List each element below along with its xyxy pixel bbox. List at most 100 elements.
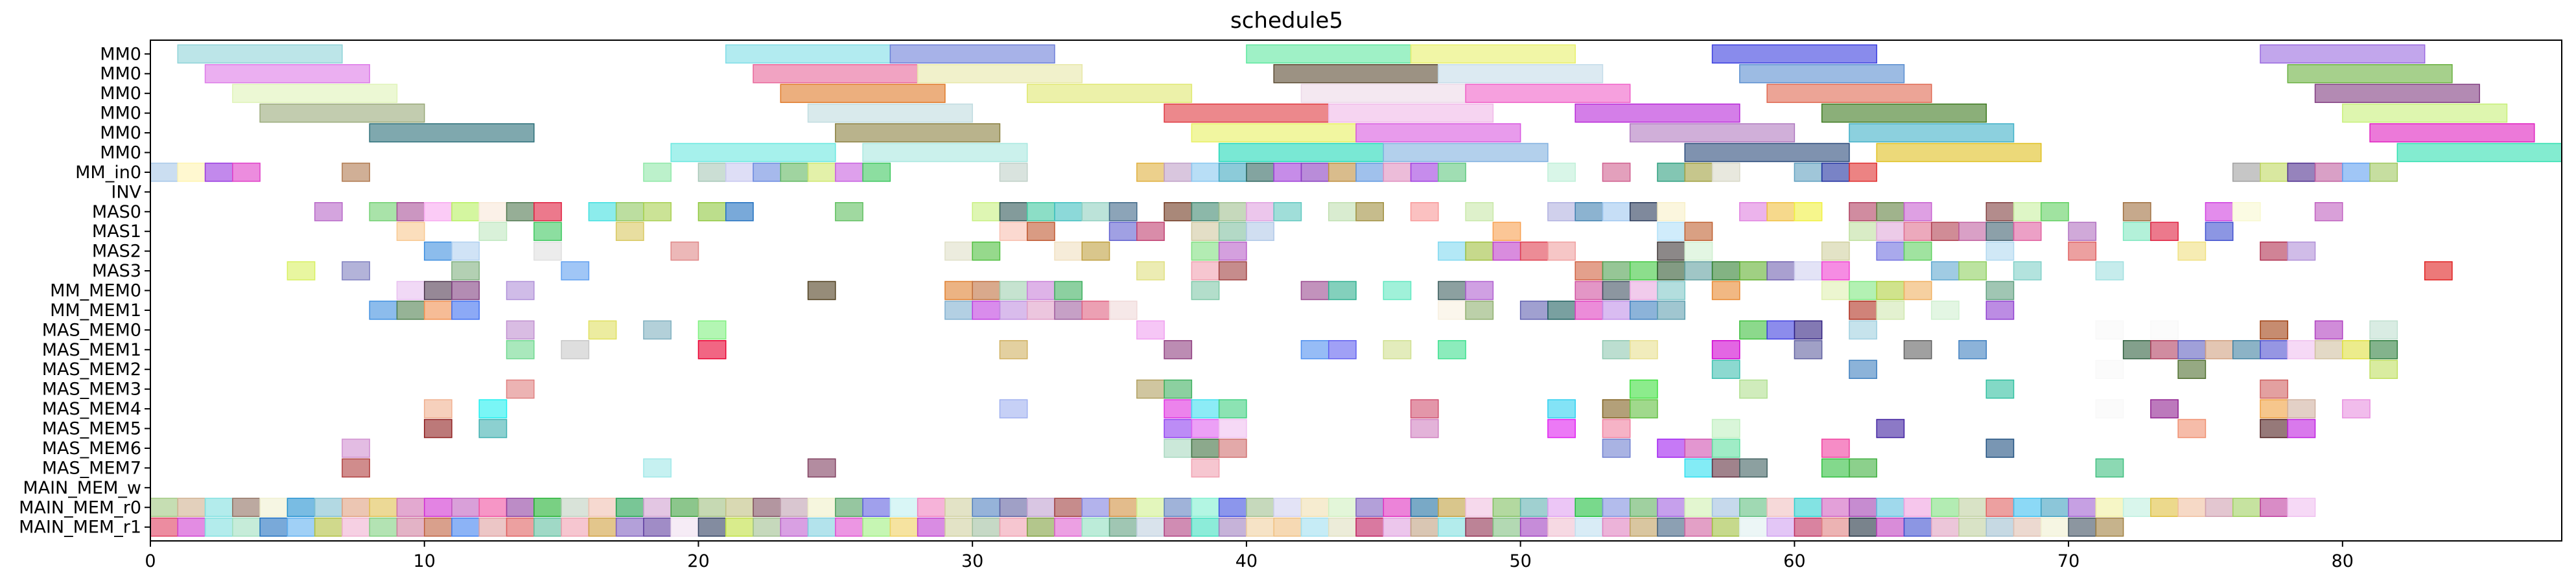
task-bar [314,497,343,518]
task-bar [1711,44,1877,64]
task-bar [1985,280,2015,301]
task-bar [1355,123,1521,143]
task-bar [2041,517,2069,537]
task-bar [2260,44,2426,64]
task-bar [1821,241,1850,261]
task-bar [2205,497,2234,518]
task-bar [2177,497,2207,518]
task-bar [807,458,836,478]
task-bar [1492,497,1521,518]
task-bar [1602,301,1631,320]
task-bar [1876,280,1905,301]
task-bar [1465,497,1494,518]
task-bar [1164,340,1193,360]
task-bar [259,103,425,123]
y-tick-label: MAIN_MEM_r0 [19,497,141,518]
task-bar [2232,497,2261,518]
task-bar [314,202,343,222]
task-bar [1191,163,1220,182]
task-bar [2369,123,2535,143]
task-bar [1739,202,1768,222]
task-bar [1629,301,1658,320]
task-bar [999,280,1028,301]
task-bar [1438,301,1466,320]
task-bar [1684,517,1713,537]
task-bar [670,497,699,518]
x-tick-label: 20 [687,551,709,571]
task-bar [1410,399,1439,418]
task-bar [2260,163,2289,182]
task-bar [1684,143,1850,163]
y-tick-label: MM0 [100,123,141,143]
task-bar [1602,261,1631,280]
task-bar [835,202,863,222]
task-bar [1903,280,1932,301]
task-bar [1218,439,1247,458]
task-bar [1246,202,1274,222]
task-bar [697,517,727,537]
task-bar [1547,202,1576,222]
task-bar [1903,241,1932,261]
task-bar [1849,163,1877,182]
task-bar [506,202,535,222]
task-bar [1849,280,1877,301]
task-bar [1876,143,2042,163]
task-bar [807,517,836,537]
task-bar [1164,103,1329,123]
task-bar [1657,439,1686,458]
task-bar [807,163,836,182]
task-bar [1218,261,1247,280]
task-bar [1711,458,1740,478]
task-bar [1164,163,1193,182]
task-bar [2260,241,2289,261]
task-bar [999,517,1028,537]
task-bar [1026,222,1055,241]
task-bar [1794,320,1823,340]
task-bar [451,517,480,537]
task-bar [2232,202,2261,222]
task-bar [1164,439,1193,458]
task-bar [1766,320,1796,340]
task-bar [561,261,590,280]
task-bar [697,497,727,518]
task-bar [1108,222,1138,241]
task-bar [1903,517,1932,537]
task-bar [506,379,535,399]
task-bar [1602,202,1631,222]
task-bar [1136,497,1165,518]
task-bar [1300,280,1329,301]
task-bar [835,497,863,518]
task-bar [1273,517,1302,537]
task-bar [588,202,617,222]
task-bar [1273,497,1302,518]
task-bar [506,497,535,518]
task-bar [2122,497,2151,518]
task-bar [807,497,836,518]
task-bar [753,517,782,537]
task-bar [1930,261,1960,280]
task-bar [1602,280,1631,301]
task-bar [423,399,452,418]
task-bar [1739,458,1768,478]
task-bar [1328,280,1357,301]
task-bar [2260,399,2289,418]
task-bar [1711,418,1740,439]
task-bar [204,517,233,537]
task-bar [643,517,672,537]
task-bar [2205,222,2234,241]
task-bar [1684,439,1713,458]
task-bar [150,517,179,537]
task-bar [1438,497,1466,518]
task-bar [1985,497,2015,518]
task-bar [1985,202,2015,222]
y-tick-label: MAS2 [92,242,141,262]
task-bar [1191,497,1220,518]
y-tick-label: MAIN_MEM_w [23,478,141,498]
task-bar [1136,261,1165,280]
task-bar [1821,458,1850,478]
task-bar [1985,301,2015,320]
task-bar [1684,458,1713,478]
task-bar [1218,163,1247,182]
task-bar [1575,517,1604,537]
task-bar [1547,418,1576,439]
